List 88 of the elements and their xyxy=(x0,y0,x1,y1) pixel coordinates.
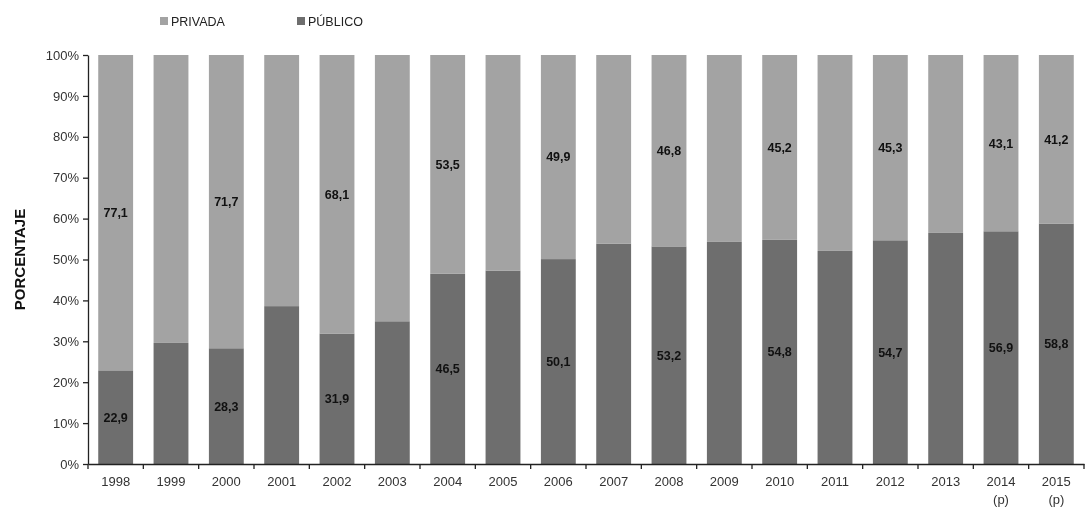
y-axis-title: PORCENTAJE xyxy=(11,208,28,311)
y-tick-label: 60% xyxy=(52,211,80,227)
y-tick-label: 10% xyxy=(52,415,80,431)
bar xyxy=(540,55,576,260)
bar xyxy=(1038,55,1074,224)
y-tick-label: 70% xyxy=(52,170,80,186)
data-label: 53,5 xyxy=(435,157,460,172)
x-tick-label: 2008 xyxy=(654,474,684,489)
bar xyxy=(983,55,1019,232)
bar xyxy=(596,55,632,244)
bar xyxy=(762,239,798,464)
data-label: 22,9 xyxy=(103,410,128,425)
y-tick-label: 0% xyxy=(60,456,80,472)
data-label: 50,1 xyxy=(546,354,571,369)
data-label: 41,2 xyxy=(1044,132,1069,147)
bar xyxy=(319,55,355,334)
bar xyxy=(928,232,964,464)
data-label: 49,9 xyxy=(546,150,571,165)
bar xyxy=(374,55,410,322)
data-label: 31,9 xyxy=(324,392,350,407)
data-label: 68,1 xyxy=(324,187,350,202)
data-label: 43,1 xyxy=(988,136,1014,151)
x-tick-label: 2015 (p) xyxy=(1041,474,1071,507)
bar xyxy=(430,273,466,464)
bar xyxy=(762,55,798,240)
bar xyxy=(540,259,576,464)
bar xyxy=(98,55,134,371)
x-tick-label: 2006 xyxy=(543,474,573,489)
bar xyxy=(374,321,410,464)
bar xyxy=(98,370,134,464)
data-label: 77,1 xyxy=(103,206,128,221)
y-tick-label: 50% xyxy=(52,252,80,268)
data-label: 58,8 xyxy=(1044,337,1069,352)
bar xyxy=(208,55,244,349)
bar xyxy=(153,55,189,343)
bar xyxy=(983,231,1019,464)
bar xyxy=(651,246,687,464)
x-tick-label: 1999 xyxy=(156,474,186,489)
y-tick-label: 40% xyxy=(52,293,80,309)
data-label: 53,2 xyxy=(656,348,682,363)
data-label: 54,8 xyxy=(767,345,792,360)
bar xyxy=(651,55,687,247)
bar xyxy=(928,55,964,233)
bar xyxy=(872,240,908,464)
bar xyxy=(485,270,521,464)
y-tick-label: 20% xyxy=(52,374,80,390)
bar xyxy=(264,306,300,464)
x-tick-label: 2012 xyxy=(875,474,905,489)
data-label: 46,8 xyxy=(656,144,682,159)
data-label: 45,3 xyxy=(878,141,903,156)
y-tick-label: 30% xyxy=(52,333,80,349)
y-tick-label: 90% xyxy=(52,88,80,104)
bar xyxy=(817,55,853,251)
legend-label: PÚBLICO xyxy=(308,14,364,30)
bar xyxy=(264,55,300,307)
x-tick-label: 2005 xyxy=(488,474,518,489)
bar xyxy=(485,55,521,271)
y-tick-label: 100% xyxy=(45,47,80,63)
x-tick-label: 2014 (p) xyxy=(986,474,1016,507)
data-label: 45,2 xyxy=(767,140,792,155)
data-label: 46,5 xyxy=(435,362,460,377)
data-label: 54,7 xyxy=(878,345,903,360)
data-label: 28,3 xyxy=(214,399,239,414)
x-tick-label: 2009 xyxy=(709,474,739,489)
x-tick-label: 1998 xyxy=(101,474,131,489)
bar xyxy=(706,55,742,242)
x-tick-label: 2010 xyxy=(765,474,795,489)
bar xyxy=(596,243,632,464)
x-tick-label: 2011 xyxy=(821,474,849,489)
x-tick-label: 2001 xyxy=(267,474,297,489)
legend-label: PRIVADA xyxy=(171,15,226,30)
data-label: 71,7 xyxy=(214,195,239,209)
bar xyxy=(153,342,189,464)
bar xyxy=(706,241,742,464)
bar xyxy=(1038,223,1074,464)
bar xyxy=(872,55,908,241)
x-tick-label: 2002 xyxy=(322,474,352,489)
bar xyxy=(208,348,244,464)
x-tick-label: 2007 xyxy=(599,474,629,489)
bar xyxy=(817,250,853,464)
bar xyxy=(430,55,466,274)
x-tick-label: 2003 xyxy=(377,474,407,489)
x-tick-label: 2000 xyxy=(211,474,241,489)
data-label: 56,9 xyxy=(988,341,1014,356)
y-tick-label: 80% xyxy=(52,129,80,145)
x-tick-label: 2013 xyxy=(931,474,961,489)
bar xyxy=(319,333,355,464)
x-tick-label: 2004 xyxy=(433,474,463,489)
